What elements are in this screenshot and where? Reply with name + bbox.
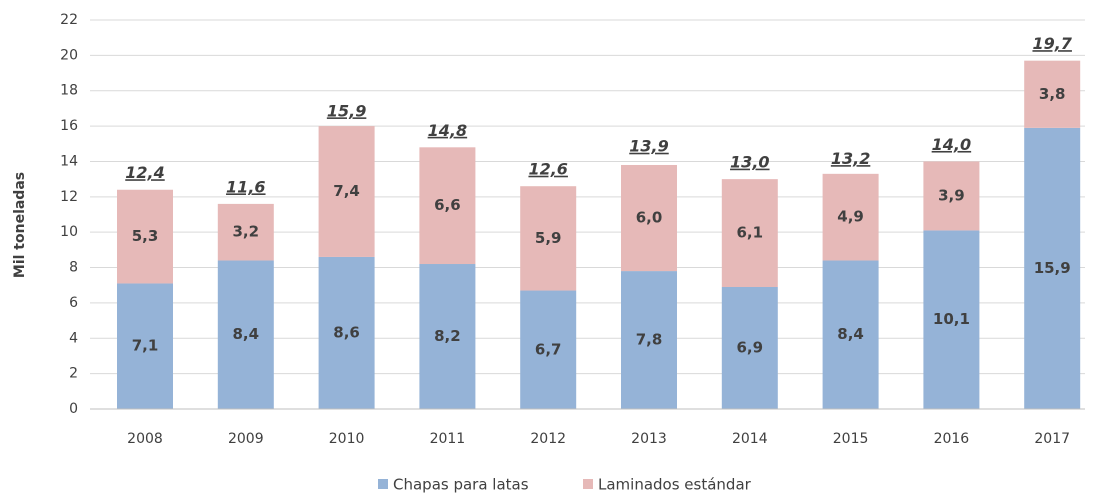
total-label: 15,9 <box>327 101 366 120</box>
data-label: 8,6 <box>333 323 360 341</box>
data-label: 7,4 <box>333 182 360 200</box>
bar-segment <box>621 271 677 409</box>
data-label: 7,1 <box>132 337 159 355</box>
data-label: 6,7 <box>535 340 562 358</box>
data-label: 3,9 <box>938 186 965 204</box>
x-tick-label: 2008 <box>127 431 163 447</box>
bar-segment <box>318 126 375 257</box>
data-label: 3,8 <box>1039 85 1066 103</box>
y-tick-label: 20 <box>60 47 78 63</box>
data-label: 4,9 <box>837 208 864 226</box>
bar-segment <box>621 164 677 272</box>
y-tick-label: 8 <box>69 260 78 276</box>
y-tick-label: 12 <box>60 189 78 205</box>
x-tick-label: 2013 <box>631 431 667 447</box>
data-label: 5,9 <box>535 229 562 247</box>
y-tick-label: 14 <box>60 153 78 169</box>
bar-segment <box>1024 127 1081 409</box>
total-label: 12,4 <box>125 163 164 182</box>
total-label: 12,6 <box>528 160 567 179</box>
data-label: 3,2 <box>233 223 260 241</box>
legend-label: Laminados estándar <box>598 476 752 494</box>
x-tick-label: 2011 <box>430 431 466 447</box>
bar-segment <box>822 173 879 261</box>
bar-segment <box>318 256 375 409</box>
bar-segment <box>217 260 274 409</box>
total-label: 19,7 <box>1032 34 1072 53</box>
data-label: 10,1 <box>933 310 970 328</box>
y-tick-label: 6 <box>69 295 78 311</box>
bar-segment <box>419 147 476 265</box>
bar-segment <box>217 203 274 261</box>
y-tick-label: 18 <box>60 83 78 99</box>
total-label: 14,8 <box>428 121 467 140</box>
legend-label: Chapas para latas <box>393 476 529 494</box>
data-label: 15,9 <box>1034 259 1071 277</box>
legend-swatch <box>378 479 388 489</box>
total-label: 13,9 <box>629 137 668 156</box>
y-tick-label: 2 <box>69 366 78 382</box>
data-label: 8,4 <box>233 325 260 343</box>
total-label: 13,2 <box>831 149 870 168</box>
x-tick-label: 2016 <box>934 431 970 447</box>
y-tick-label: 22 <box>60 12 78 28</box>
bar-segment <box>419 264 476 409</box>
x-tick-label: 2014 <box>732 431 768 447</box>
total-label: 14,0 <box>932 135 971 154</box>
bar-segment <box>1024 60 1081 128</box>
legend-swatch <box>583 479 593 489</box>
y-tick-label: 16 <box>60 118 78 134</box>
data-label: 6,9 <box>737 338 764 356</box>
y-tick-label: 0 <box>69 401 78 417</box>
bar-segment <box>117 189 173 284</box>
y-tick-label: 10 <box>60 224 78 240</box>
data-label: 6,1 <box>737 224 764 242</box>
y-axis-label: Mil toneladas <box>12 172 28 278</box>
x-tick-label: 2010 <box>329 431 365 447</box>
data-label: 5,3 <box>132 227 159 245</box>
y-tick-label: 4 <box>69 330 78 346</box>
bar-segment <box>923 230 980 409</box>
bar-segment <box>520 290 577 409</box>
x-tick-label: 2017 <box>1034 431 1070 447</box>
data-label: 8,4 <box>837 325 864 343</box>
data-label: 8,2 <box>434 327 461 345</box>
bar-segment <box>721 179 778 287</box>
x-tick-label: 2009 <box>228 431 264 447</box>
data-label: 6,0 <box>636 209 663 227</box>
bar-segment <box>520 186 577 291</box>
bar-segment <box>117 283 173 409</box>
bar-segment <box>721 286 778 409</box>
x-tick-label: 2015 <box>833 431 869 447</box>
bar-segment <box>923 161 980 231</box>
data-label: 6,6 <box>434 196 461 214</box>
x-tick-label: 2012 <box>530 431 566 447</box>
data-label: 7,8 <box>636 331 663 349</box>
total-label: 13,0 <box>730 153 769 172</box>
total-label: 11,6 <box>226 177 265 196</box>
bar-segment <box>822 260 879 409</box>
